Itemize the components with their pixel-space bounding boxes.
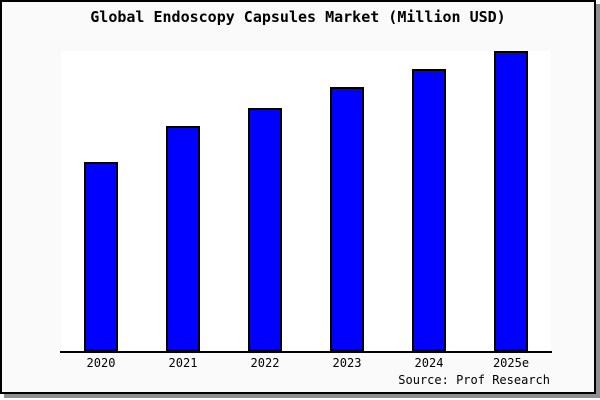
x-tick-label-2021: 2021 bbox=[168, 356, 198, 370]
bar-2024 bbox=[412, 69, 446, 351]
plot-area bbox=[61, 51, 551, 351]
x-tick-label-2025e: 2025e bbox=[492, 356, 530, 370]
x-tick-label-2024: 2024 bbox=[414, 356, 444, 370]
chart-title: Global Endoscopy Capsules Market (Millio… bbox=[90, 8, 506, 26]
bar-2023 bbox=[330, 87, 364, 351]
x-axis-line bbox=[60, 351, 552, 353]
source-credit: Source: Prof Research bbox=[398, 373, 550, 387]
bar-2021 bbox=[166, 126, 200, 351]
bar-2020 bbox=[84, 162, 118, 351]
x-tick-label-2023: 2023 bbox=[332, 356, 362, 370]
bar-2025e bbox=[494, 51, 528, 351]
figure-frame: Global Endoscopy Capsules Market (Millio… bbox=[0, 0, 596, 394]
x-axis-labels: 2020 2021 2022 2023 2024 2025e bbox=[61, 356, 551, 372]
x-tick-label-2020: 2020 bbox=[86, 356, 116, 370]
bar-2022 bbox=[248, 108, 282, 351]
x-tick-label-2022: 2022 bbox=[250, 356, 280, 370]
